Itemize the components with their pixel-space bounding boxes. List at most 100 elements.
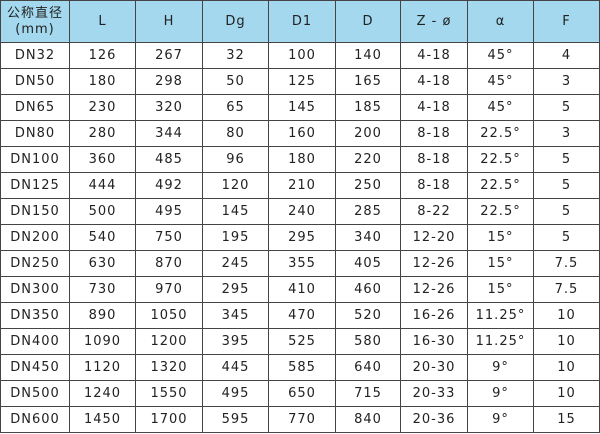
header-Dg: Dg bbox=[202, 0, 269, 43]
table-cell: DN600 bbox=[0, 406, 70, 433]
table-cell: DN250 bbox=[0, 250, 70, 277]
table-cell: 160 bbox=[268, 120, 336, 147]
table-cell: 8-18 bbox=[400, 146, 468, 173]
table-cell: 750 bbox=[135, 224, 203, 251]
table-cell: 5 bbox=[533, 198, 600, 225]
table-cell: 3 bbox=[533, 120, 600, 147]
table-cell: 770 bbox=[268, 406, 336, 433]
table-cell: 970 bbox=[135, 276, 203, 303]
table-cell: 8-18 bbox=[400, 172, 468, 199]
table-row: DN100 360 485 96 180 220 8-18 22.5° 5 bbox=[0, 146, 600, 173]
table-cell: 15 bbox=[533, 406, 600, 433]
table-cell: 15° bbox=[467, 250, 534, 277]
table-cell: DN450 bbox=[0, 354, 70, 381]
table-row: DN400 1090 1200 395 525 580 16-30 11.25° 10 bbox=[0, 328, 600, 355]
table-cell: 525 bbox=[268, 328, 336, 355]
table-cell: 100 bbox=[268, 42, 336, 69]
table-cell: 405 bbox=[335, 250, 401, 277]
table-cell: 485 bbox=[135, 146, 203, 173]
table-row: DN450 1120 1320 445 585 640 20-30 9° 10 bbox=[0, 354, 600, 381]
table-cell: 1090 bbox=[69, 328, 136, 355]
table-cell: DN50 bbox=[0, 68, 70, 95]
table-cell: 267 bbox=[135, 42, 203, 69]
header-L: L bbox=[69, 0, 136, 43]
header-D: D bbox=[335, 0, 401, 43]
table-cell: 45° bbox=[467, 68, 534, 95]
table-cell: 640 bbox=[335, 354, 401, 381]
table-cell: DN200 bbox=[0, 224, 70, 251]
table-cell: 10 bbox=[533, 328, 600, 355]
table-cell: 1120 bbox=[69, 354, 136, 381]
table-cell: DN125 bbox=[0, 172, 70, 199]
table-cell: 185 bbox=[335, 94, 401, 121]
table-cell: 140 bbox=[335, 42, 401, 69]
table-cell: 585 bbox=[268, 354, 336, 381]
table-cell: 125 bbox=[268, 68, 336, 95]
table-cell: 4-18 bbox=[400, 68, 468, 95]
table-cell: 9° bbox=[467, 354, 534, 381]
table-cell: 240 bbox=[268, 198, 336, 225]
table-cell: 520 bbox=[335, 302, 401, 329]
table-cell: 10 bbox=[533, 380, 600, 407]
table-cell: 50 bbox=[202, 68, 269, 95]
table-row: DN65 230 320 65 145 185 4-18 45° 5 bbox=[0, 94, 600, 121]
table-cell: 45° bbox=[467, 94, 534, 121]
table-cell: 22.5° bbox=[467, 120, 534, 147]
table-cell: 355 bbox=[268, 250, 336, 277]
table-cell: 120 bbox=[202, 172, 269, 199]
table-cell: 200 bbox=[335, 120, 401, 147]
table-cell: 10 bbox=[533, 354, 600, 381]
table-row: DN250 630 870 245 355 405 12-26 15° 7.5 bbox=[0, 250, 600, 277]
header-unit: (mm) bbox=[15, 21, 55, 37]
header-alpha: α bbox=[467, 0, 534, 43]
table-row: DN50 180 298 50 125 165 4-18 45° 3 bbox=[0, 68, 600, 95]
table-cell: 145 bbox=[202, 198, 269, 225]
table-cell: DN80 bbox=[0, 120, 70, 147]
table-cell: 15° bbox=[467, 276, 534, 303]
table-cell: 4-18 bbox=[400, 94, 468, 121]
table-cell: 165 bbox=[335, 68, 401, 95]
table-cell: 11.25° bbox=[467, 328, 534, 355]
table-cell: 4-18 bbox=[400, 42, 468, 69]
table-cell: 5 bbox=[533, 146, 600, 173]
table-cell: 445 bbox=[202, 354, 269, 381]
table-cell: 22.5° bbox=[467, 146, 534, 173]
table-row: DN125 444 492 120 210 250 8-18 22.5° 5 bbox=[0, 172, 600, 199]
table-cell: 500 bbox=[69, 198, 136, 225]
table-cell: 10 bbox=[533, 302, 600, 329]
table-cell: 1050 bbox=[135, 302, 203, 329]
header-F: F bbox=[533, 0, 600, 43]
table-cell: 870 bbox=[135, 250, 203, 277]
table-cell: 360 bbox=[69, 146, 136, 173]
table-cell: 180 bbox=[268, 146, 336, 173]
header-nominal-diameter: 公称直径 (mm) bbox=[0, 0, 70, 43]
table-cell: 96 bbox=[202, 146, 269, 173]
table-cell: 12-26 bbox=[400, 276, 468, 303]
table-cell: 1200 bbox=[135, 328, 203, 355]
table-cell: 7.5 bbox=[533, 276, 600, 303]
table-cell: 890 bbox=[69, 302, 136, 329]
header-Z: Z - ø bbox=[400, 0, 468, 43]
table-row: DN80 280 344 80 160 200 8-18 22.5° 3 bbox=[0, 120, 600, 147]
table-cell: 5 bbox=[533, 94, 600, 121]
table-cell: 1450 bbox=[69, 406, 136, 433]
table-cell: 195 bbox=[202, 224, 269, 251]
table-row: DN600 1450 1700 595 770 840 20-36 9° 15 bbox=[0, 406, 600, 433]
table-cell: DN150 bbox=[0, 198, 70, 225]
table-row: DN150 500 495 145 240 285 8-22 22.5° 5 bbox=[0, 198, 600, 225]
table-cell: DN100 bbox=[0, 146, 70, 173]
table-cell: 145 bbox=[268, 94, 336, 121]
table-cell: DN65 bbox=[0, 94, 70, 121]
table-row: DN200 540 750 195 295 340 12-20 15° 5 bbox=[0, 224, 600, 251]
table-cell: 20-33 bbox=[400, 380, 468, 407]
table-cell: 345 bbox=[202, 302, 269, 329]
table-cell: 230 bbox=[69, 94, 136, 121]
table-cell: 20-30 bbox=[400, 354, 468, 381]
table-cell: DN500 bbox=[0, 380, 70, 407]
table-cell: DN32 bbox=[0, 42, 70, 69]
table-cell: 630 bbox=[69, 250, 136, 277]
table-cell: 540 bbox=[69, 224, 136, 251]
table-row: DN300 730 970 295 410 460 12-26 15° 7.5 bbox=[0, 276, 600, 303]
table-cell: 250 bbox=[335, 172, 401, 199]
header-row: 公称直径 (mm) L H Dg D1 D Z - ø α F bbox=[0, 0, 600, 43]
